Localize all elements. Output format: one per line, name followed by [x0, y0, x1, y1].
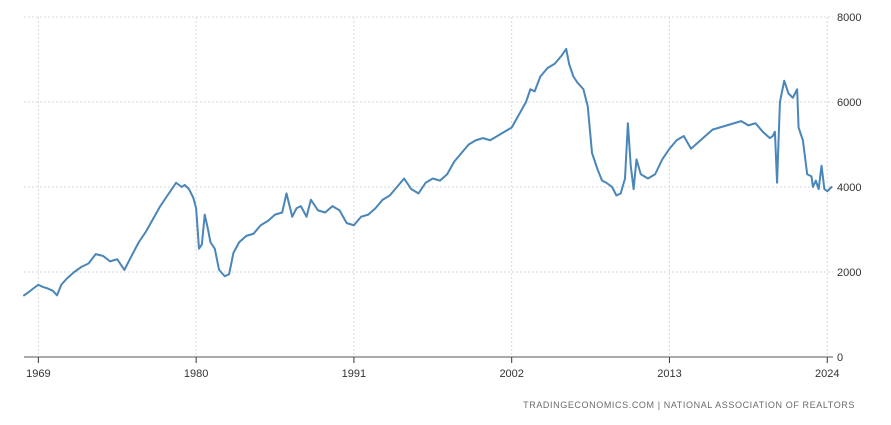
x-tick-label: 2002	[499, 368, 523, 380]
source-attribution: TRADINGECONOMICS.COM | NATIONAL ASSOCIAT…	[523, 400, 855, 410]
y-axis-ticks: 0 2000 4000 6000 8000	[837, 12, 861, 364]
x-tick-label: 1980	[184, 368, 208, 380]
y-tick-label: 2000	[837, 267, 861, 279]
y-tick-label: 0	[837, 352, 843, 364]
x-tick-label: 1969	[26, 368, 50, 380]
series-line	[23, 47, 833, 297]
axes	[24, 356, 833, 363]
y-tick-label: 8000	[837, 12, 861, 24]
x-tick-label: 2013	[657, 368, 681, 380]
y-tick-label: 6000	[837, 97, 861, 109]
y-tick-label: 4000	[837, 182, 861, 194]
x-tick-label: 1991	[342, 368, 366, 380]
x-tick-label: 2024	[815, 368, 839, 380]
x-axis-ticks: 1969 1980 1991 2002 2013 2024	[26, 368, 839, 380]
grid-lines	[24, 16, 833, 357]
